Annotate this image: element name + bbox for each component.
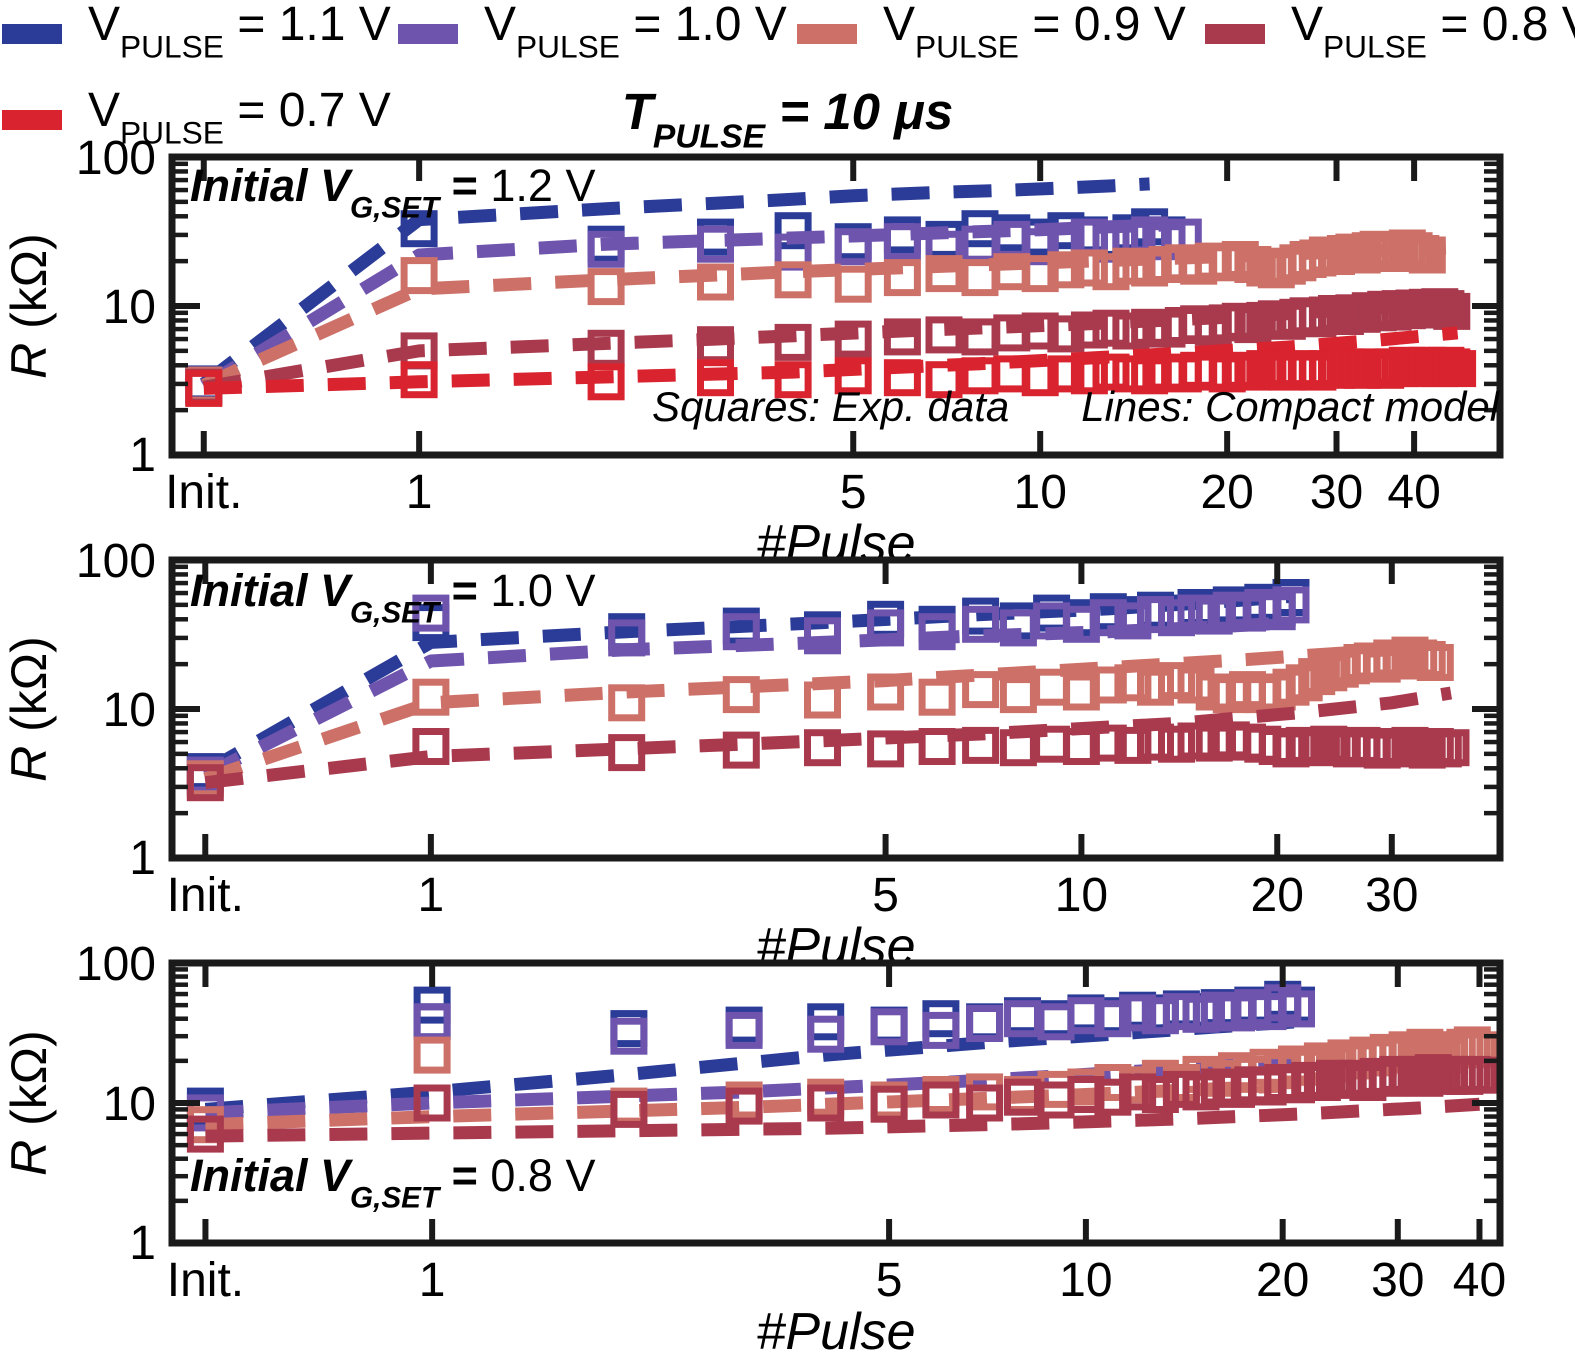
- panel-3-axes: [168, 959, 1504, 1247]
- svg-text:1: 1: [419, 1254, 446, 1307]
- svg-text:20: 20: [1200, 466, 1253, 519]
- legend-label: VPULSE = 1.1 V: [88, 0, 391, 65]
- series-v-pulse-0.8-v: [186, 686, 1470, 802]
- legend-label: VPULSE = 0.7 V: [88, 84, 391, 151]
- svg-text:40: 40: [1453, 1254, 1506, 1307]
- panel-2-axes: [168, 556, 1504, 862]
- svg-text:#Pulse: #Pulse: [757, 1303, 916, 1356]
- svg-text:10: 10: [1059, 1254, 1112, 1307]
- legend-dash-icon: [398, 24, 458, 44]
- svg-text:1: 1: [129, 1217, 156, 1270]
- svg-text:5: 5: [876, 1254, 903, 1307]
- svg-text:10: 10: [1055, 869, 1108, 922]
- svg-text:R (kΩ): R (kΩ): [1, 233, 57, 379]
- svg-text:10: 10: [1014, 466, 1067, 519]
- svg-text:Init.: Init.: [167, 1254, 244, 1307]
- legend-dash-icon: [2, 110, 62, 130]
- legend-label: VPULSE = 1.0 V: [484, 0, 787, 65]
- svg-text:20: 20: [1251, 869, 1304, 922]
- svg-text:Init.: Init.: [167, 869, 244, 922]
- legend-label: VPULSE = 0.9 V: [883, 0, 1186, 65]
- legend-item-1p1v: VPULSE = 1.1 V: [2, 0, 391, 64]
- panel3-annotation: Initial VG,SET = 0.8 V: [190, 1150, 596, 1215]
- legend-dash-icon: [1205, 24, 1265, 44]
- svg-text:10: 10: [103, 1078, 156, 1131]
- svg-text:100: 100: [76, 132, 156, 185]
- svg-text:5: 5: [840, 466, 867, 519]
- svg-text:Init.: Init.: [165, 466, 242, 519]
- series-v-pulse-0.9-v: [186, 636, 1454, 798]
- panel-1-axes: [168, 153, 1504, 459]
- legend-item-0p9v: VPULSE = 0.9 V: [797, 0, 1186, 64]
- series-v-pulse-0.8-v: [186, 1054, 1498, 1153]
- chart-title: TPULSE = 10 μs: [621, 83, 954, 156]
- svg-text:10: 10: [103, 281, 156, 334]
- svg-text:100: 100: [76, 938, 156, 991]
- svg-text:40: 40: [1387, 466, 1440, 519]
- panel1-note: Squares: Exp. data Lines: Compact model: [652, 383, 1500, 430]
- panel2-annotation: Initial VG,SET = 1.0 V: [190, 565, 596, 630]
- svg-text:R (kΩ): R (kΩ): [1, 636, 57, 782]
- svg-text:1: 1: [406, 466, 433, 519]
- svg-text:100: 100: [76, 535, 156, 588]
- svg-text:5: 5: [872, 869, 899, 922]
- series-v-pulse-1.0-v: [186, 586, 1310, 794]
- legend-dash-icon: [797, 24, 857, 44]
- svg-text:R (kΩ): R (kΩ): [1, 1030, 57, 1176]
- svg-text:30: 30: [1365, 869, 1418, 922]
- legend-label: VPULSE= 0.8 V: [1291, 0, 1575, 65]
- svg-text:1: 1: [418, 869, 445, 922]
- legend-item-0p7v: VPULSE = 0.7 V: [2, 84, 391, 151]
- svg-text:1: 1: [129, 429, 156, 482]
- series-v-pulse-0.7-v: [185, 326, 1477, 407]
- series-v-pulse-0.8-v: [185, 288, 1471, 406]
- legend-item-1p0v: VPULSE = 1.0 V: [398, 0, 787, 64]
- svg-text:30: 30: [1371, 1254, 1424, 1307]
- panel1-annotation: Initial VG,SET = 1.2 V: [190, 160, 596, 225]
- series-v-pulse-0.9-v: [185, 229, 1447, 404]
- series-v-pulse-1.0-v: [185, 216, 1202, 405]
- legend-dash-icon: [2, 24, 62, 44]
- svg-text:1: 1: [129, 832, 156, 885]
- legend-item-0p8v: VPULSE= 0.8 V: [1205, 0, 1575, 64]
- svg-text:30: 30: [1310, 466, 1363, 519]
- svg-text:#Pulse: #Pulse: [757, 515, 916, 573]
- svg-text:20: 20: [1256, 1254, 1309, 1307]
- svg-text:10: 10: [103, 684, 156, 737]
